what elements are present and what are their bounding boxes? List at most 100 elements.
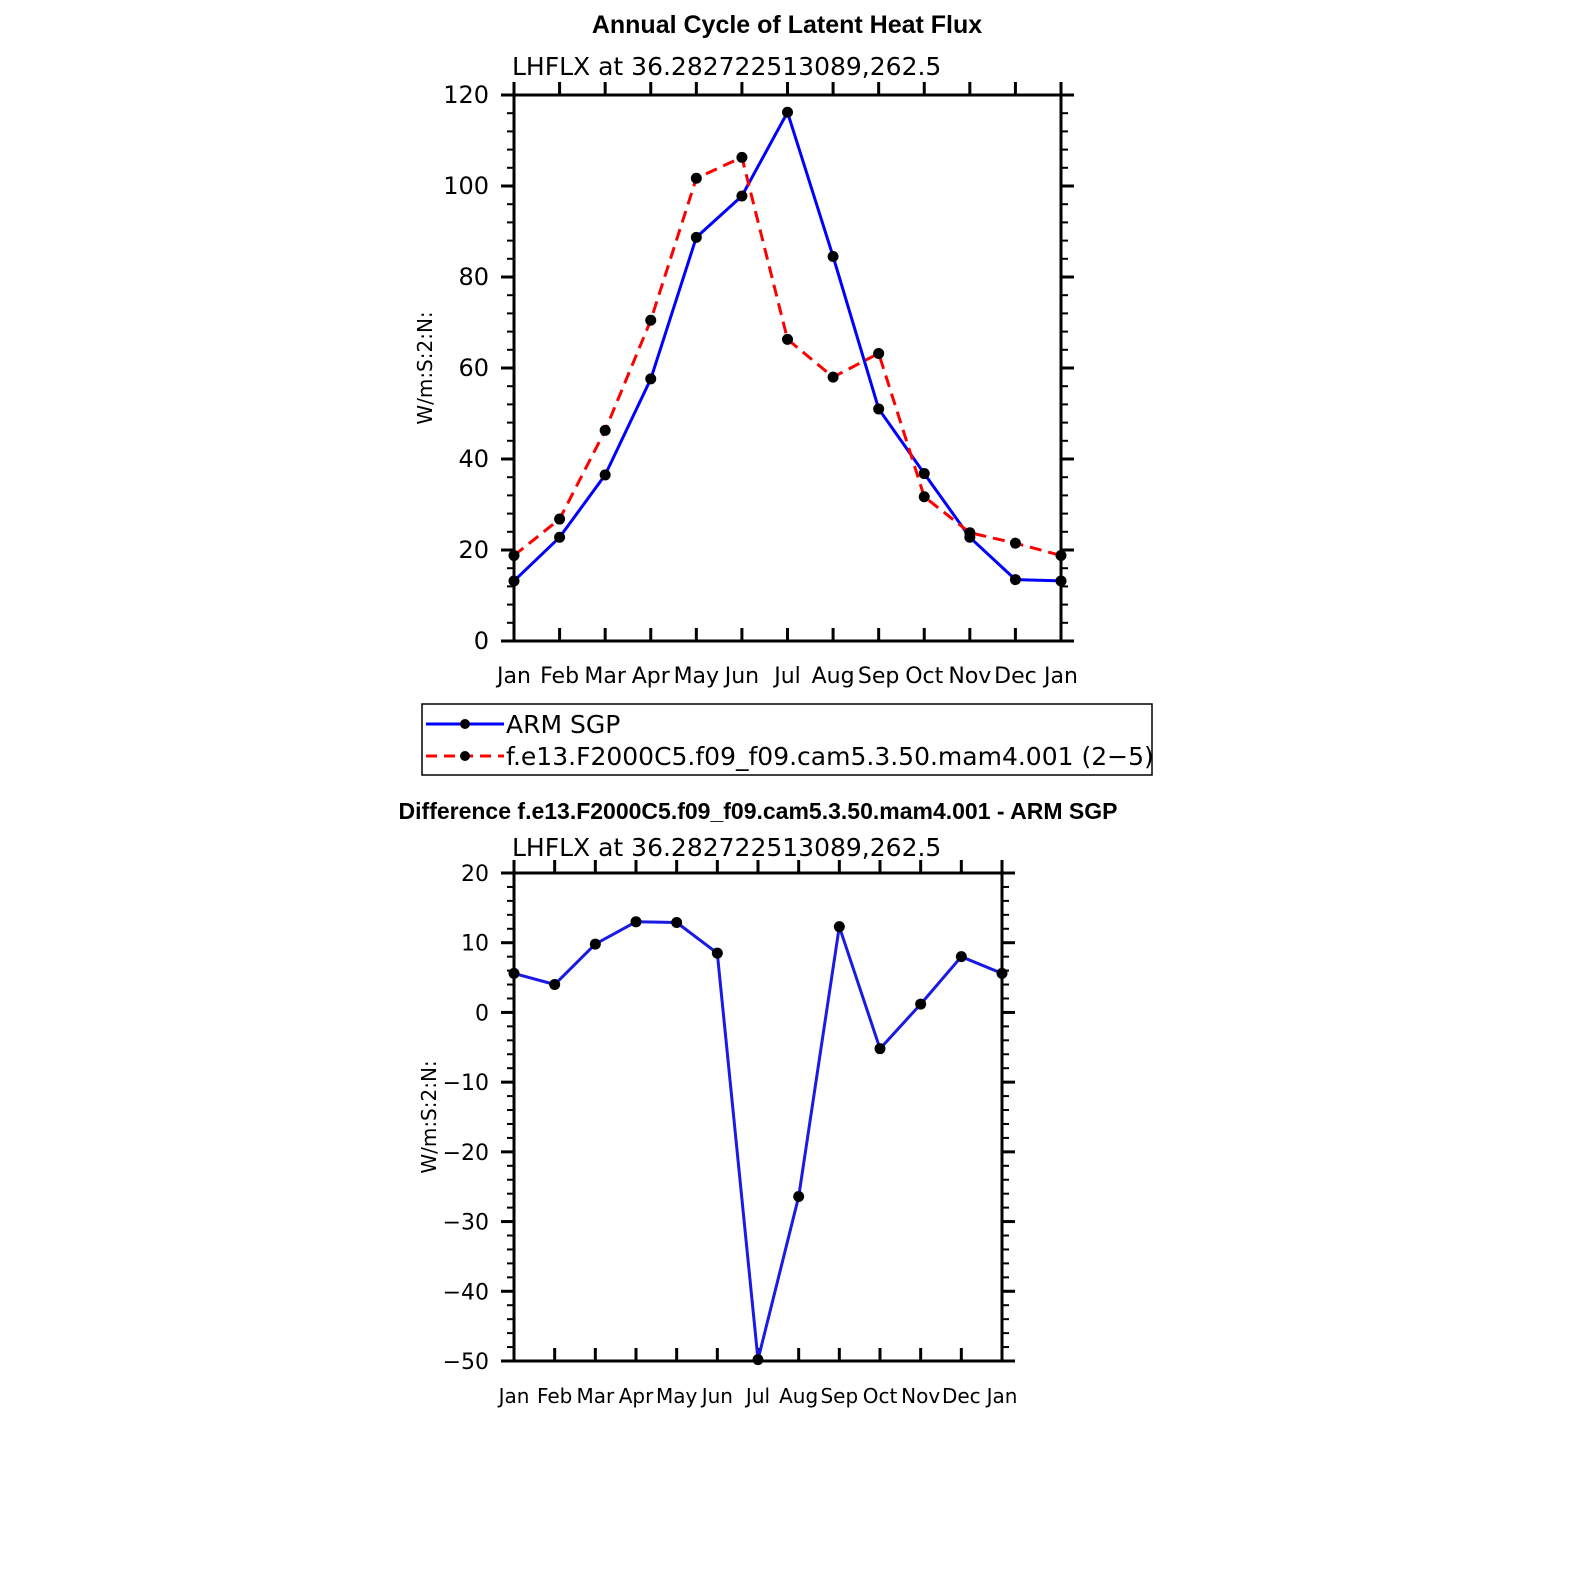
top-series-0-point xyxy=(827,251,839,263)
diff-series-0-point xyxy=(671,916,683,928)
top-series-line-0 xyxy=(512,110,1062,583)
top-series-1-point xyxy=(782,333,793,345)
y-tick-label: −30 xyxy=(443,1211,489,1236)
top-series-0-point xyxy=(690,231,702,243)
y-tick-label: 0 xyxy=(474,627,489,655)
top-series-1-point xyxy=(690,172,702,184)
diff-series-0-point xyxy=(915,998,927,1010)
top-series-1-point xyxy=(554,513,566,525)
x-tick-label: Nov xyxy=(948,664,991,689)
x-tick-label: Dec xyxy=(942,1384,981,1408)
y-tick-label: −20 xyxy=(443,1141,489,1166)
y-tick-label: −40 xyxy=(443,1280,489,1305)
x-tick-label: Dec xyxy=(994,664,1037,689)
top-series-0-point xyxy=(736,190,748,202)
top-series-1-point xyxy=(1055,549,1067,561)
legend-marker-arm xyxy=(460,719,470,729)
y-tick-label: 120 xyxy=(443,81,489,109)
x-tick-label: May xyxy=(656,1384,698,1408)
top-series-0-point xyxy=(645,373,657,385)
x-tick-label: Jan xyxy=(495,664,531,689)
y-tick-label: −10 xyxy=(443,1071,489,1096)
top-series-1-point xyxy=(508,549,520,561)
top-series-0-point xyxy=(1009,574,1021,586)
difference-x-axis: Jan Feb Mar Apr May Jun Jul Aug Sep Oct Nov Dec Jan xyxy=(497,860,1018,1408)
x-tick-label: Jan xyxy=(1042,664,1078,689)
y-tick-label: 20 xyxy=(458,536,489,564)
y-tick-label: 40 xyxy=(458,445,489,473)
top-series-0-point xyxy=(918,468,930,480)
top-series-1-point xyxy=(918,491,930,503)
difference-plot-frame xyxy=(512,871,1004,1363)
legend-label-model: f.e13.F2000C5.f09_f09.cam5.3.50.mam4.001… xyxy=(506,742,1154,771)
x-tick-label: Sep xyxy=(858,664,899,689)
y-tick-label: 0 xyxy=(475,1001,489,1026)
top-series-0-point xyxy=(554,531,566,543)
legend-label-arm: ARM SGP xyxy=(506,710,620,739)
diff-series-0-point xyxy=(874,1043,886,1055)
x-tick-label: Nov xyxy=(901,1384,940,1408)
legend: ARM SGP f.e13.F2000C5.f09_f09.cam5.3.50.… xyxy=(421,703,1154,776)
y-tick-label: 10 xyxy=(461,932,489,957)
annual-cycle-chart: Annual Cycle of Latent Heat Flux LHFLX a… xyxy=(413,11,1078,689)
y-tick-label: −50 xyxy=(443,1350,489,1375)
x-tick-label: Jun xyxy=(700,1384,733,1408)
diff-series-0-point xyxy=(793,1190,805,1202)
y-axis-label: W/m:S:2:N: xyxy=(413,311,437,424)
x-tick-label: Jan xyxy=(497,1384,530,1408)
top-series-line-1 xyxy=(513,155,1062,557)
y-axis: 0 20 40 60 80 100 120 xyxy=(443,81,1074,655)
x-tick-label: Sep xyxy=(820,1384,858,1408)
top-series-1-point xyxy=(827,371,839,383)
difference-subtitle: LHFLX at 36.282722513089,262.5 xyxy=(512,833,941,862)
x-tick-label: Apr xyxy=(619,1384,654,1408)
difference-title: Difference f.e13.F2000C5.f09_f09.cam5.3.… xyxy=(399,798,1118,824)
diff-series-0-point xyxy=(752,1354,764,1366)
x-tick-label: Apr xyxy=(632,664,671,689)
x-tick-label: Feb xyxy=(540,664,579,689)
chart-subtitle: LHFLX at 36.282722513089,262.5 xyxy=(512,52,941,81)
difference-chart: Difference f.e13.F2000C5.f09_f09.cam5.3.… xyxy=(399,798,1118,1408)
diff-series-0-point xyxy=(589,938,601,950)
x-tick-label: Jan xyxy=(985,1384,1018,1408)
y-tick-label: 20 xyxy=(461,862,489,887)
x-tick-label: Mar xyxy=(584,664,626,689)
x-axis: Jan Feb Mar Apr May Jun Jul Aug Sep Oct Nov Dec Jan xyxy=(495,82,1078,689)
top-series-1-point xyxy=(1009,537,1021,549)
diff-series-0-point xyxy=(955,951,967,963)
diff-series-0-point xyxy=(508,967,520,979)
legend-marker-model xyxy=(460,751,470,761)
x-tick-label: Oct xyxy=(905,664,943,689)
diff-series-0-point xyxy=(630,916,642,928)
series-group xyxy=(508,106,1067,587)
x-tick-label: Feb xyxy=(537,1384,572,1408)
top-series-1-point xyxy=(964,527,976,539)
x-tick-label: Jun xyxy=(723,664,759,689)
top-series-0-point xyxy=(782,106,793,118)
top-series-1-point xyxy=(599,424,611,436)
difference-series-group xyxy=(508,916,1008,1366)
top-series-1-point xyxy=(736,151,748,163)
top-series-0-point xyxy=(873,403,885,415)
diff-series-0-point xyxy=(711,947,723,959)
x-tick-label: Mar xyxy=(576,1384,615,1408)
y-tick-label: 60 xyxy=(458,354,489,382)
difference-y-axis-label: W/m:S:2:N: xyxy=(417,1060,441,1173)
x-tick-label: May xyxy=(674,664,719,689)
x-tick-label: Oct xyxy=(863,1384,898,1408)
legend-box xyxy=(421,703,1153,776)
top-series-1-point xyxy=(873,347,885,359)
top-series-1-point xyxy=(645,314,657,326)
difference-y-axis: −50 −40 −30 −20 −10 0 10 20 xyxy=(443,862,1015,1375)
diff-series-0-point xyxy=(833,921,845,933)
y-tick-label: 80 xyxy=(458,263,489,291)
diff-series-0-point xyxy=(996,967,1008,979)
x-tick-label: Jul xyxy=(744,1384,770,1408)
y-tick-label: 100 xyxy=(443,172,489,200)
x-tick-label: Aug xyxy=(779,1384,818,1408)
x-tick-label: Aug xyxy=(812,664,855,689)
diff-series-line-0 xyxy=(513,920,1003,1362)
top-series-0-point xyxy=(508,575,520,587)
plot-frame xyxy=(512,93,1063,643)
